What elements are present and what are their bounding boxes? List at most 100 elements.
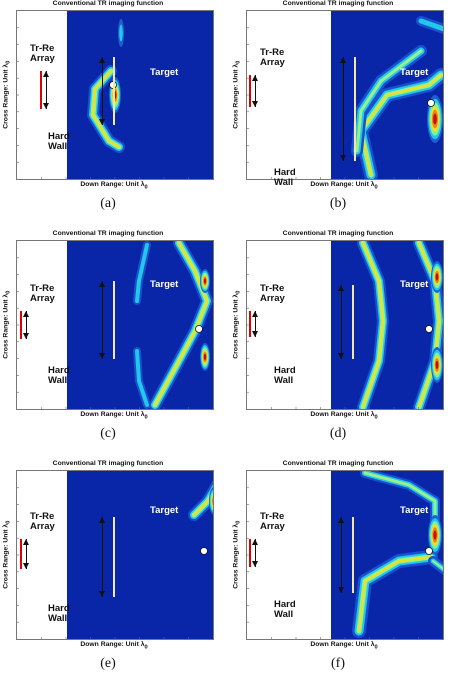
- field-pattern: [352, 471, 443, 638]
- hard-wall-line: [113, 517, 115, 597]
- panel-title: Conventional TR imaging function: [282, 230, 394, 237]
- panel-caption: (f): [331, 656, 345, 671]
- imaging-plot: [246, 10, 444, 180]
- sidelobe-layer: [119, 24, 123, 42]
- y-axis-label: Cross Range: Unit λ0: [2, 510, 11, 600]
- x-axis-label-sub: 0: [374, 414, 378, 421]
- imaging-plot: [16, 10, 214, 180]
- y-axis-label-text: Cross Range: Unit λ: [232, 293, 240, 359]
- hard-wall-line: [352, 285, 354, 359]
- imaging-plot: [16, 240, 214, 410]
- x-axis-label-text: Down Range: Unit λ: [310, 641, 375, 648]
- hotspot-layer: [433, 530, 437, 540]
- field-pattern: [87, 19, 125, 153]
- wall-arc-layer: [355, 49, 423, 153]
- axis-ticks: [17, 257, 189, 409]
- wall-label: Hard Wall: [274, 599, 296, 620]
- wall-label: Hard Wall: [274, 365, 296, 386]
- array-label: Tr-Re Array: [260, 47, 285, 68]
- x-axis-label: Down Range: Unit λ0: [246, 181, 442, 190]
- x-axis-label: Down Range: Unit λ0: [16, 411, 212, 420]
- panel-a: Conventional TR imaging function Tr-Re Ar…: [0, 0, 216, 211]
- field-region: [331, 471, 443, 639]
- hotspot-layer: [433, 113, 437, 125]
- y-axis-label-text: Cross Range: Unit λ: [2, 523, 10, 589]
- wall-label: Hard Wall: [48, 365, 70, 386]
- hard-wall-line: [354, 57, 356, 161]
- focus-arc-layer: [154, 242, 208, 406]
- field-region: [67, 11, 213, 179]
- axis-ticks: [17, 487, 189, 639]
- imaging-plot: [16, 470, 214, 640]
- wall-extent-arrow: [99, 517, 105, 597]
- panel-caption: (b): [329, 196, 347, 211]
- panel-title: Conventional TR imaging function: [282, 460, 394, 467]
- field-pattern: [351, 16, 443, 179]
- target-marker: [195, 325, 203, 333]
- panel-d: Conventional TR imaging function Tr-Re Ar…: [230, 230, 446, 441]
- focus-arc-layer: [193, 490, 213, 516]
- target-label: Target: [150, 67, 179, 78]
- panel-f: Conventional TR imaging function Tr-Re Ar…: [230, 460, 446, 671]
- array-label: Tr-Re Array: [260, 283, 285, 304]
- target-label: Target: [150, 505, 179, 516]
- x-axis-label-text: Down Range: Unit λ: [80, 181, 145, 188]
- y-axis-label: Cross Range: Unit λ0: [232, 280, 241, 370]
- hard-wall-line: [113, 57, 115, 125]
- target-label: Target: [400, 67, 429, 78]
- wall-label: Hard Wall: [48, 131, 70, 152]
- x-axis-label-text: Down Range: Unit λ: [310, 411, 375, 418]
- y-axis-label-sub: 0: [235, 60, 242, 64]
- y-axis-label: Cross Range: Unit λ0: [2, 280, 11, 370]
- hotspot-upper-layer: [435, 273, 439, 281]
- panel-title: Conventional TR imaging function: [52, 230, 164, 237]
- panel-caption: (e): [100, 656, 116, 671]
- panel-caption: (a): [100, 196, 116, 211]
- y-axis-label-sub: 0: [5, 60, 12, 64]
- outer-arc-layer: [418, 18, 443, 32]
- hard-wall-line: [113, 281, 115, 359]
- array-extent-arrow: [43, 71, 49, 109]
- x-axis-label-sub: 0: [144, 644, 148, 651]
- array-extent-arrow: [252, 75, 258, 107]
- target-label: Target: [400, 279, 429, 290]
- array-extent-arrow: [252, 539, 258, 567]
- hotspot-layer: [212, 496, 213, 506]
- x-axis-label: Down Range: Unit λ0: [16, 181, 212, 190]
- secondary-arc-layer: [135, 243, 149, 303]
- arc-1-layer: [418, 242, 440, 408]
- field-pattern: [188, 480, 213, 555]
- array-label: Tr-Re Array: [260, 511, 285, 532]
- y-axis-label: Cross Range: Unit λ0: [232, 510, 241, 600]
- tr-re-array: [249, 539, 251, 567]
- panel-b: Conventional TR imaging function Tr-Re Ar…: [230, 0, 446, 211]
- focus-arc-layer: [92, 70, 120, 148]
- panel-title: Conventional TR imaging function: [52, 460, 164, 467]
- wall-extent-arrow: [99, 281, 105, 359]
- array-label: Tr-Re Array: [30, 511, 55, 532]
- y-axis-label-text: Cross Range: Unit λ: [232, 63, 240, 129]
- field-region: [331, 11, 443, 179]
- y-axis-label-sub: 0: [5, 520, 12, 524]
- axis-ticks: [247, 487, 419, 639]
- field-pattern: [133, 241, 213, 409]
- wall-label: Hard Wall: [48, 603, 70, 624]
- target-label: Target: [400, 505, 429, 516]
- wall-extent-arrow: [338, 517, 344, 593]
- imaging-plot: [246, 240, 444, 410]
- y-axis-label-text: Cross Range: Unit λ: [2, 293, 10, 359]
- array-label: Tr-Re Array: [30, 283, 55, 304]
- x-axis-label-sub: 0: [144, 184, 148, 191]
- wall-extent-arrow: [340, 57, 346, 161]
- field-pattern: [357, 241, 443, 409]
- panel-caption: (c): [100, 426, 116, 441]
- x-axis-label-text: Down Range: Unit λ: [80, 641, 145, 648]
- y-axis-label-sub: 0: [235, 290, 242, 294]
- hotspot-lower-layer: [435, 360, 439, 370]
- secondary-arc-layer: [135, 349, 149, 407]
- mirror-arc-layer: [358, 556, 432, 632]
- x-axis-label: Down Range: Unit λ0: [16, 641, 212, 650]
- tr-re-array: [249, 311, 251, 337]
- y-axis-label: Cross Range: Unit λ0: [2, 50, 11, 140]
- y-axis-label: Cross Range: Unit λ0: [232, 50, 241, 140]
